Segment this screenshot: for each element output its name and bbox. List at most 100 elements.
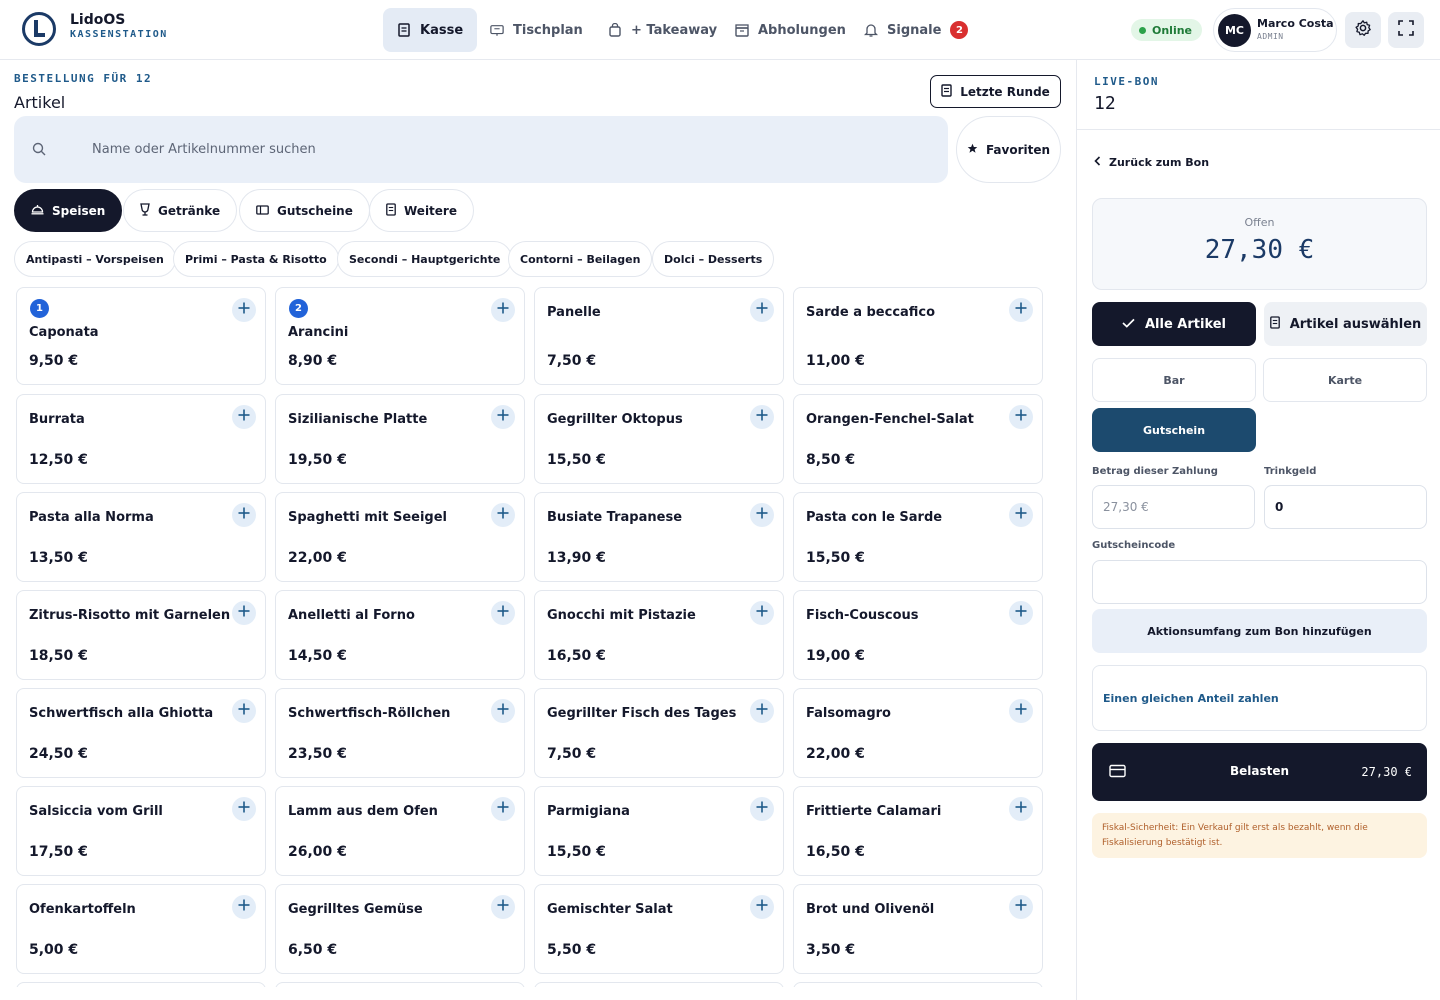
select-items-button[interactable]: Artikel auswählen: [1264, 302, 1427, 346]
category-getraenke[interactable]: Getränke: [123, 189, 238, 232]
nav-tischplan[interactable]: Tischplan: [476, 8, 597, 52]
product-card[interactable]: 2 Arancini 8,90 €: [275, 287, 525, 385]
product-card[interactable]: Salsiccia vom Grill 17,50 €: [16, 786, 266, 876]
product-card[interactable]: [275, 982, 525, 987]
add-item-button[interactable]: [232, 298, 256, 322]
back-to-bon-link[interactable]: Zurück zum Bon: [1094, 156, 1209, 169]
product-card[interactable]: Ofenkartoffeln 5,00 €: [16, 884, 266, 974]
plus-icon: [237, 408, 251, 426]
user-role: ADMIN: [1257, 32, 1284, 41]
add-item-button[interactable]: [491, 298, 515, 322]
add-item-button[interactable]: [750, 298, 774, 322]
add-item-button[interactable]: [750, 797, 774, 821]
product-card[interactable]: Gegrillter Oktopus 15,50 €: [534, 394, 784, 484]
add-item-button[interactable]: [491, 601, 515, 625]
product-card[interactable]: Brot und Olivenöl 3,50 €: [793, 884, 1043, 974]
product-card[interactable]: Gnocchi mit Pistazie 16,50 €: [534, 590, 784, 680]
product-card[interactable]: Sarde a beccafico 11,00 €: [793, 287, 1043, 385]
add-item-button[interactable]: [1009, 503, 1033, 527]
add-item-button[interactable]: [1009, 405, 1033, 429]
add-item-button[interactable]: [750, 405, 774, 429]
product-card[interactable]: Schwertfisch-Röllchen 23,50 €: [275, 688, 525, 778]
product-card[interactable]: Pasta alla Norma 13,50 €: [16, 492, 266, 582]
payment-method-bar[interactable]: Bar: [1092, 358, 1256, 402]
add-item-button[interactable]: [750, 503, 774, 527]
add-item-button[interactable]: [491, 503, 515, 527]
add-item-button[interactable]: [1009, 298, 1033, 322]
product-name: Arancini: [288, 325, 349, 340]
product-card[interactable]: Falsomagro 22,00 €: [793, 688, 1043, 778]
add-item-button[interactable]: [1009, 699, 1033, 723]
product-card[interactable]: Fisch-Couscous 19,00 €: [793, 590, 1043, 680]
product-card[interactable]: Sizilianische Platte 19,50 €: [275, 394, 525, 484]
product-card[interactable]: [793, 982, 1043, 987]
search-input[interactable]: [92, 134, 912, 164]
add-item-button[interactable]: [491, 405, 515, 429]
add-item-button[interactable]: [750, 699, 774, 723]
product-card[interactable]: Gegrillter Fisch des Tages 7,50 €: [534, 688, 784, 778]
product-card[interactable]: Gemischter Salat 5,50 €: [534, 884, 784, 974]
voucher-code-field[interactable]: [1092, 560, 1427, 604]
category-gutscheine[interactable]: Gutscheine: [239, 189, 370, 232]
product-card[interactable]: Burrata 12,50 €: [16, 394, 266, 484]
charge-button[interactable]: Belasten 27,30 €: [1092, 743, 1427, 801]
add-item-button[interactable]: [491, 699, 515, 723]
subcategory-antipasti[interactable]: Antipasti – Vorspeisen: [14, 241, 176, 277]
subcategory-primi[interactable]: Primi – Pasta & Risotto: [173, 241, 339, 277]
payment-method-voucher[interactable]: Gutschein: [1092, 408, 1256, 452]
nav-takeaway[interactable]: + Takeaway: [594, 8, 731, 52]
all-items-button[interactable]: Alle Artikel: [1092, 302, 1256, 346]
split-equal-button[interactable]: Einen gleichen Anteil zahlen: [1092, 665, 1427, 731]
amount-field[interactable]: [1092, 485, 1255, 529]
product-card[interactable]: Anelletti al Forno 14,50 €: [275, 590, 525, 680]
subcategory-dolci[interactable]: Dolci – Desserts: [652, 241, 775, 277]
add-item-button[interactable]: [232, 503, 256, 527]
tip-field[interactable]: [1264, 485, 1427, 529]
product-card[interactable]: Spaghetti mit Seeigel 22,00 €: [275, 492, 525, 582]
receipt-icon: [397, 23, 411, 37]
product-card[interactable]: Frittierte Calamari 16,50 €: [793, 786, 1043, 876]
product-name: Gnocchi mit Pistazie: [547, 608, 696, 623]
add-item-button[interactable]: [232, 405, 256, 429]
add-item-button[interactable]: [1009, 895, 1033, 919]
category-weitere[interactable]: Weitere: [369, 189, 474, 232]
product-name: Salsiccia vom Grill: [29, 804, 163, 819]
nav-kasse[interactable]: Kasse: [383, 8, 478, 52]
settings-button[interactable]: [1345, 12, 1381, 48]
nav-abholungen[interactable]: Abholungen: [721, 8, 860, 52]
category-speisen[interactable]: Speisen: [14, 189, 123, 232]
add-item-button[interactable]: [750, 895, 774, 919]
product-card[interactable]: Panelle 7,50 €: [534, 287, 784, 385]
last-round-button[interactable]: Letzte Runde: [930, 75, 1061, 108]
product-card[interactable]: Lamm aus dem Ofen 26,00 €: [275, 786, 525, 876]
product-card[interactable]: Zitrus-Risotto mit Garnelen 18,50 €: [16, 590, 266, 680]
user-menu[interactable]: MC Marco Costa ADMIN: [1213, 8, 1337, 52]
product-card[interactable]: [16, 982, 266, 987]
payment-method-card[interactable]: Karte: [1263, 358, 1427, 402]
add-item-button[interactable]: [232, 699, 256, 723]
subcategory-contorni[interactable]: Contorni – Beilagen: [508, 241, 653, 277]
add-item-button[interactable]: [232, 601, 256, 625]
fullscreen-button[interactable]: [1388, 12, 1424, 48]
favorites-button[interactable]: Favoriten: [956, 116, 1061, 183]
add-item-button[interactable]: [750, 601, 774, 625]
product-card[interactable]: Parmigiana 15,50 €: [534, 786, 784, 876]
add-item-button[interactable]: [232, 895, 256, 919]
product-card[interactable]: Orangen-Fenchel-Salat 8,50 €: [793, 394, 1043, 484]
subcategory-secondi[interactable]: Secondi – Hauptgerichte: [337, 241, 513, 277]
product-price: 19,50 €: [288, 452, 347, 468]
product-card[interactable]: Gegrilltes Gemüse 6,50 €: [275, 884, 525, 974]
add-item-button[interactable]: [491, 895, 515, 919]
product-card[interactable]: Pasta con le Sarde 15,50 €: [793, 492, 1043, 582]
product-card[interactable]: Busiate Trapanese 13,90 €: [534, 492, 784, 582]
add-item-button[interactable]: [232, 797, 256, 821]
nav-signale[interactable]: Signale 2: [850, 8, 982, 52]
product-name: Sizilianische Platte: [288, 412, 428, 427]
product-card[interactable]: 1 Caponata 9,50 €: [16, 287, 266, 385]
add-item-button[interactable]: [1009, 601, 1033, 625]
product-card[interactable]: Schwertfisch alla Ghiotta 24,50 €: [16, 688, 266, 778]
add-item-button[interactable]: [1009, 797, 1033, 821]
product-card[interactable]: [534, 982, 784, 987]
add-promotion-button[interactable]: Aktionsumfang zum Bon hinzufügen: [1092, 609, 1427, 653]
add-item-button[interactable]: [491, 797, 515, 821]
